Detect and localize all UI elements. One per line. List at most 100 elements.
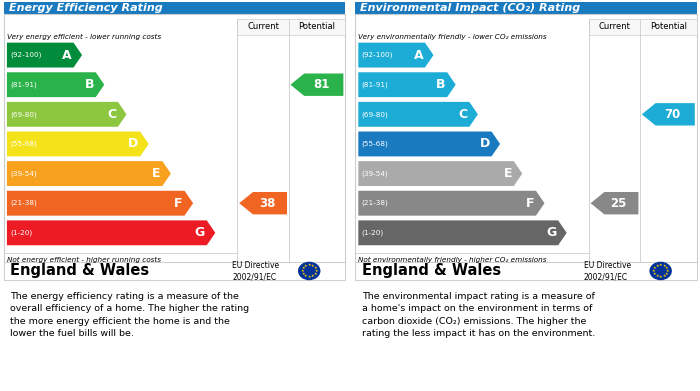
Polygon shape <box>7 43 82 68</box>
Text: Current: Current <box>247 22 279 31</box>
Text: 81: 81 <box>313 78 329 91</box>
Polygon shape <box>7 161 171 186</box>
Text: (92-100): (92-100) <box>10 52 42 58</box>
Polygon shape <box>358 43 433 68</box>
Text: (39-54): (39-54) <box>10 170 37 177</box>
Text: C: C <box>107 108 116 121</box>
Text: England & Wales: England & Wales <box>362 264 501 278</box>
Polygon shape <box>591 192 638 214</box>
Polygon shape <box>7 191 193 216</box>
Text: ★: ★ <box>300 269 304 273</box>
Text: (81-91): (81-91) <box>10 81 37 88</box>
Text: (55-68): (55-68) <box>10 141 37 147</box>
Text: ★: ★ <box>314 266 317 270</box>
Text: EU Directive
2002/91/EC: EU Directive 2002/91/EC <box>584 261 631 281</box>
Text: ★: ★ <box>653 266 657 270</box>
Text: A: A <box>62 48 72 61</box>
Text: G: G <box>195 226 205 239</box>
Text: C: C <box>458 108 468 121</box>
Text: (1-20): (1-20) <box>362 230 384 236</box>
FancyBboxPatch shape <box>4 2 345 14</box>
Text: Not energy efficient - higher running costs: Not energy efficient - higher running co… <box>7 256 161 263</box>
Text: ★: ★ <box>665 272 668 276</box>
Text: ★: ★ <box>311 264 314 268</box>
Text: ★: ★ <box>307 274 311 278</box>
Circle shape <box>650 262 671 280</box>
Text: Not environmentally friendly - higher CO₂ emissions: Not environmentally friendly - higher CO… <box>358 256 547 263</box>
Text: D: D <box>480 138 490 151</box>
FancyBboxPatch shape <box>4 262 345 280</box>
FancyBboxPatch shape <box>4 14 345 280</box>
Polygon shape <box>7 221 216 245</box>
Text: ★: ★ <box>659 264 662 267</box>
Text: (39-54): (39-54) <box>362 170 389 177</box>
Text: (21-38): (21-38) <box>362 200 389 206</box>
Text: Environmental Impact (CO₂) Rating: Environmental Impact (CO₂) Rating <box>360 4 580 13</box>
Text: (92-100): (92-100) <box>362 52 393 58</box>
Text: D: D <box>128 138 139 151</box>
FancyBboxPatch shape <box>355 2 696 14</box>
Text: ★: ★ <box>304 274 307 278</box>
Text: ★: ★ <box>655 264 659 268</box>
Text: England & Wales: England & Wales <box>10 264 150 278</box>
Text: ★: ★ <box>662 264 666 268</box>
Text: F: F <box>526 197 534 210</box>
Text: ★: ★ <box>307 264 311 267</box>
Text: The energy efficiency rating is a measure of the
overall efficiency of a home. T: The energy efficiency rating is a measur… <box>10 292 249 338</box>
Text: EU Directive
2002/91/EC: EU Directive 2002/91/EC <box>232 261 279 281</box>
Circle shape <box>299 262 320 280</box>
Text: ★: ★ <box>314 272 317 276</box>
Text: (55-68): (55-68) <box>362 141 389 147</box>
Text: (69-80): (69-80) <box>10 111 37 118</box>
Polygon shape <box>358 221 567 245</box>
Text: ★: ★ <box>652 269 655 273</box>
Text: (69-80): (69-80) <box>362 111 389 118</box>
Text: A: A <box>414 48 424 61</box>
FancyBboxPatch shape <box>355 14 696 280</box>
Text: Energy Efficiency Rating: Energy Efficiency Rating <box>8 4 162 13</box>
FancyBboxPatch shape <box>355 262 696 280</box>
Polygon shape <box>358 72 456 97</box>
Text: Very energy efficient - lower running costs: Very energy efficient - lower running co… <box>7 34 161 40</box>
Text: ★: ★ <box>655 274 659 278</box>
Polygon shape <box>358 102 478 127</box>
Text: 25: 25 <box>610 197 626 210</box>
Text: ★: ★ <box>662 274 666 278</box>
Text: Potential: Potential <box>298 22 335 31</box>
Text: ★: ★ <box>304 264 307 268</box>
Text: Very environmentally friendly - lower CO₂ emissions: Very environmentally friendly - lower CO… <box>358 34 547 40</box>
Text: F: F <box>174 197 183 210</box>
Text: ★: ★ <box>653 272 657 276</box>
Polygon shape <box>358 191 545 216</box>
Text: B: B <box>85 78 94 91</box>
FancyBboxPatch shape <box>589 19 696 35</box>
Text: ★: ★ <box>666 269 669 273</box>
Text: G: G <box>546 226 556 239</box>
Text: ★: ★ <box>314 269 318 273</box>
Polygon shape <box>239 192 287 214</box>
Polygon shape <box>290 74 344 96</box>
Text: (1-20): (1-20) <box>10 230 32 236</box>
Text: ★: ★ <box>311 274 314 278</box>
Text: The environmental impact rating is a measure of
a home's impact on the environme: The environmental impact rating is a mea… <box>362 292 595 338</box>
Text: ★: ★ <box>302 272 305 276</box>
Text: B: B <box>436 78 445 91</box>
Text: (21-38): (21-38) <box>10 200 37 206</box>
Polygon shape <box>642 103 695 126</box>
Text: Potential: Potential <box>650 22 687 31</box>
Text: (81-91): (81-91) <box>362 81 389 88</box>
Text: 70: 70 <box>664 108 680 121</box>
Polygon shape <box>358 161 522 186</box>
Polygon shape <box>358 131 500 156</box>
Text: Current: Current <box>598 22 631 31</box>
Polygon shape <box>7 131 148 156</box>
FancyBboxPatch shape <box>237 19 345 35</box>
Polygon shape <box>7 72 104 97</box>
Polygon shape <box>7 102 127 127</box>
Text: E: E <box>503 167 512 180</box>
Text: ★: ★ <box>665 266 668 270</box>
Text: ★: ★ <box>659 274 662 278</box>
Text: ★: ★ <box>302 266 305 270</box>
Text: E: E <box>152 167 160 180</box>
Text: 38: 38 <box>259 197 275 210</box>
